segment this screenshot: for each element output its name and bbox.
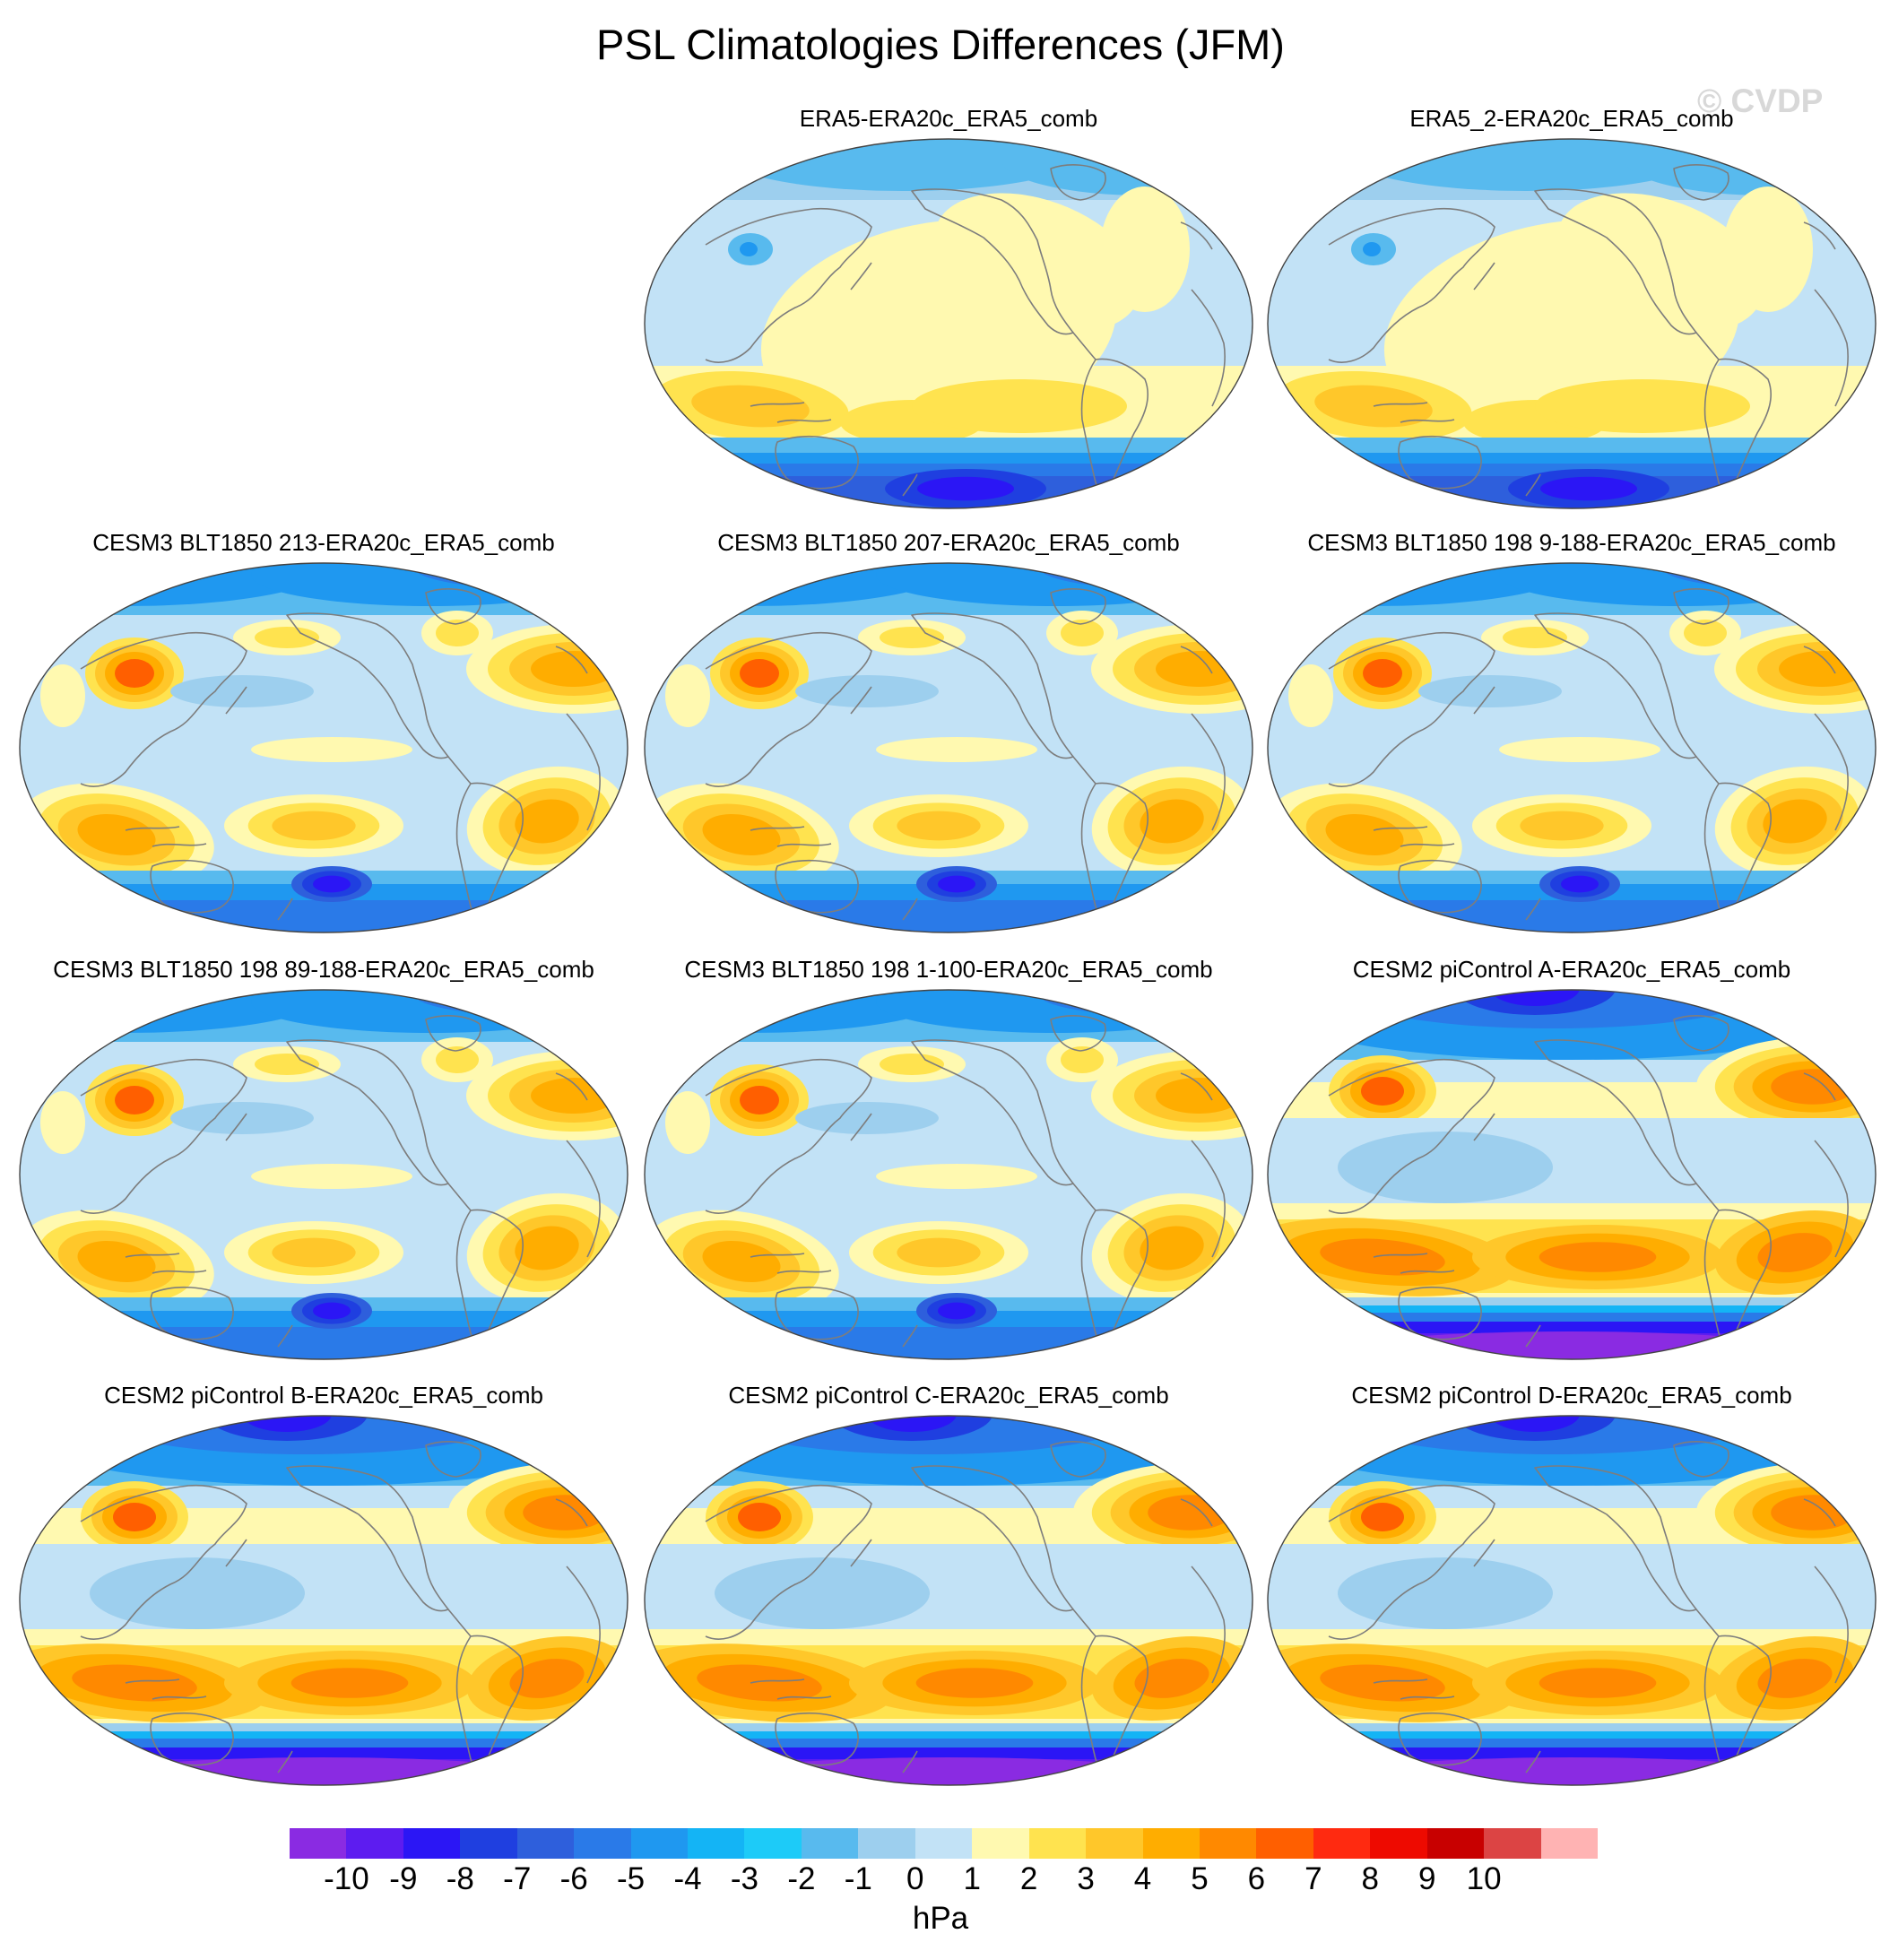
map-panel: ERA5-ERA20c_ERA5_comb [639, 105, 1258, 526]
map-panel: CESM2 piControl B-ERA20c_ERA5_comb [14, 1382, 633, 1803]
panel-title: CESM2 piControl B-ERA20c_ERA5_comb [104, 1382, 543, 1409]
colorbar-tick-label: 10 [1466, 1861, 1502, 1896]
figure-title: PSL Climatologies Differences (JFM) [596, 21, 1285, 68]
panel-title: CESM3 BLT1850 198 89-188-ERA20c_ERA5_com… [53, 956, 594, 983]
colorbar-box [1313, 1828, 1371, 1859]
colorbar-box [1426, 1828, 1485, 1859]
world-map [1267, 989, 1877, 1360]
colorbar-box [290, 1828, 347, 1859]
map-panel: CESM2 piControl D-ERA20c_ERA5_comb [1262, 1382, 1881, 1803]
colorbar-box [1484, 1828, 1542, 1859]
colorbar-box [858, 1828, 916, 1859]
map-panel: CESM3 BLT1850 198 89-188-ERA20c_ERA5_com… [14, 956, 633, 1377]
colorbar-box [1028, 1828, 1087, 1859]
colorbar-box [1540, 1828, 1599, 1859]
colorbar-tick-label: -2 [787, 1861, 816, 1896]
map-panel: CESM3 BLT1850 213-ERA20c_ERA5_comb [14, 529, 633, 950]
world-map [19, 1415, 628, 1786]
panel-title: CESM2 piControl D-ERA20c_ERA5_comb [1351, 1382, 1792, 1409]
world-map [1267, 562, 1877, 933]
colorbar-box [516, 1828, 575, 1859]
colorbar-tick-label: -9 [389, 1861, 418, 1896]
colorbar-box [574, 1828, 632, 1859]
colorbar-box [744, 1828, 802, 1859]
colorbar-tick-label: -6 [559, 1861, 588, 1896]
colorbar-tick-label: -10 [324, 1861, 369, 1896]
panel-title: ERA5_2-ERA20c_ERA5_comb [1409, 105, 1734, 132]
panel-title: CESM2 piControl A-ERA20c_ERA5_comb [1352, 956, 1791, 983]
colorbar-tick-label: 3 [1077, 1861, 1095, 1896]
colorbar-box [403, 1828, 461, 1859]
map-panel: CESM2 piControl C-ERA20c_ERA5_comb [639, 1382, 1258, 1803]
panel-title: CESM2 piControl C-ERA20c_ERA5_comb [728, 1382, 1169, 1409]
map-panel: ERA5_2-ERA20c_ERA5_comb [1262, 105, 1881, 526]
world-map [644, 989, 1253, 1360]
world-map [644, 1415, 1253, 1786]
panel-title: ERA5-ERA20c_ERA5_comb [799, 105, 1098, 132]
map-panel: CESM2 piControl A-ERA20c_ERA5_comb [1262, 956, 1881, 1377]
colorbar-tick-label: -8 [446, 1861, 474, 1896]
colorbar-tick-label: -4 [673, 1861, 702, 1896]
colorbar-tick-label: 8 [1361, 1861, 1379, 1896]
colorbar-box [1142, 1828, 1201, 1859]
colorbar-box [801, 1828, 859, 1859]
colorbar-box [1199, 1828, 1257, 1859]
colorbar-box [972, 1828, 1030, 1859]
colorbar-tick-label: 5 [1191, 1861, 1209, 1896]
world-map [19, 989, 628, 1360]
map-panel: CESM3 BLT1850 198 1-100-ERA20c_ERA5_comb [639, 956, 1258, 1377]
world-map [644, 138, 1253, 509]
world-map [19, 562, 628, 933]
colorbar-tick-label: -5 [617, 1861, 646, 1896]
world-map [644, 562, 1253, 933]
colorbar-box [688, 1828, 745, 1859]
map-panel: CESM3 BLT1850 207-ERA20c_ERA5_comb [639, 529, 1258, 950]
colorbar-tick-label: 4 [1133, 1861, 1152, 1896]
colorbar-tick-label: 1 [963, 1861, 981, 1896]
colorbar-tick-label: -3 [730, 1861, 759, 1896]
panel-title: CESM3 BLT1850 198 9-188-ERA20c_ERA5_comb [1307, 529, 1836, 556]
colorbar-tick-label: 2 [1019, 1861, 1038, 1896]
panel-title: CESM3 BLT1850 213-ERA20c_ERA5_comb [92, 529, 555, 556]
colorbar-tick-label: -7 [503, 1861, 532, 1896]
colorbar-box [1370, 1828, 1428, 1859]
watermark: © CVDP [1697, 82, 1824, 119]
colorbar-box [914, 1828, 973, 1859]
map-panel: CESM3 BLT1850 198 9-188-ERA20c_ERA5_comb [1262, 529, 1881, 950]
world-map [1267, 138, 1877, 509]
colorbar-box [346, 1828, 404, 1859]
colorbar-tick-label: 0 [906, 1861, 924, 1896]
panel-title: CESM3 BLT1850 198 1-100-ERA20c_ERA5_comb [684, 956, 1213, 983]
colorbar-box [630, 1828, 689, 1859]
colorbar-box [460, 1828, 518, 1859]
colorbar-tick-label: -1 [844, 1861, 872, 1896]
colorbar-box [1086, 1828, 1143, 1859]
colorbar-tick-label: 9 [1417, 1861, 1436, 1896]
colorbar [290, 1828, 1599, 1859]
colorbar-box [1256, 1828, 1314, 1859]
colorbar-tick-label: 6 [1247, 1861, 1266, 1896]
panel-title: CESM3 BLT1850 207-ERA20c_ERA5_comb [717, 529, 1180, 556]
world-map [1267, 1415, 1877, 1786]
colorbar-tick-label: 7 [1305, 1861, 1322, 1896]
colorbar-units: hPa [912, 1901, 969, 1936]
